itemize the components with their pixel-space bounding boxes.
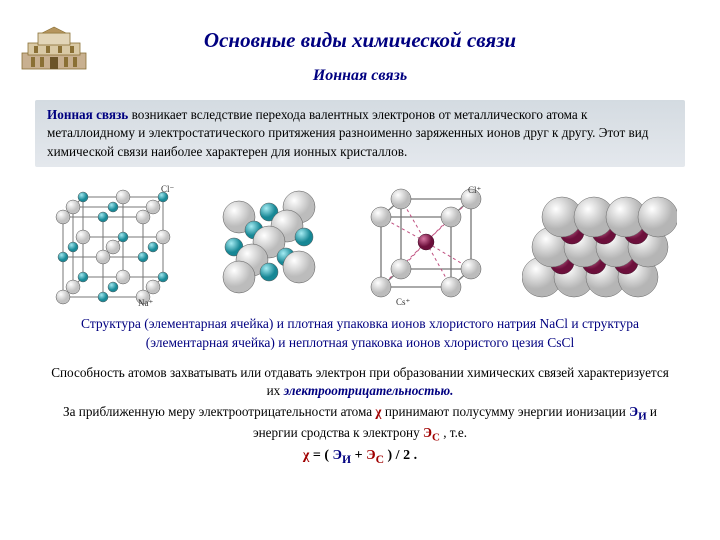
na-plus-label: Na⁺ — [138, 298, 153, 307]
electronegativity-term: электроотрицательностью. — [284, 383, 454, 398]
diagram-caption: Структура (элементарная ячейка) и плотна… — [60, 315, 660, 351]
cscl-packing-diagram — [522, 182, 677, 302]
page-title: Основные виды химической связи — [0, 0, 720, 53]
electronegativity-text: Способность атомов захватывать или отдав… — [45, 364, 675, 400]
affinity-energy-symbol: ЭС — [423, 425, 440, 440]
definition-text: возникает вследствие перехода валентных … — [47, 107, 649, 159]
cl-plus-label: Cl⁺ — [468, 185, 482, 195]
institution-logo — [20, 25, 88, 75]
nacl-lattice-diagram: Cl⁻ Na⁺ — [43, 177, 183, 307]
crystal-diagrams: Cl⁻ Na⁺ Cl⁺ Cs⁺ — [35, 177, 685, 307]
chi-formula: χ = ( ЭИ + ЭС ) / 2 . — [0, 448, 720, 466]
cscl-lattice-diagram: Cl⁺ Cs⁺ — [356, 177, 496, 307]
ionization-energy-symbol: ЭИ — [629, 404, 647, 419]
formula-explanation: За приближенную меру электроотрицательно… — [45, 403, 675, 446]
nacl-packing-diagram — [209, 182, 329, 302]
definition-box: Ионная связь возникает вследствие перехо… — [35, 100, 685, 167]
cl-minus-label: Cl⁻ — [161, 184, 175, 194]
page-subtitle: Ионная связь — [0, 67, 720, 85]
definition-lead: Ионная связь — [47, 107, 128, 122]
cs-plus-label: Cs⁺ — [396, 297, 411, 307]
